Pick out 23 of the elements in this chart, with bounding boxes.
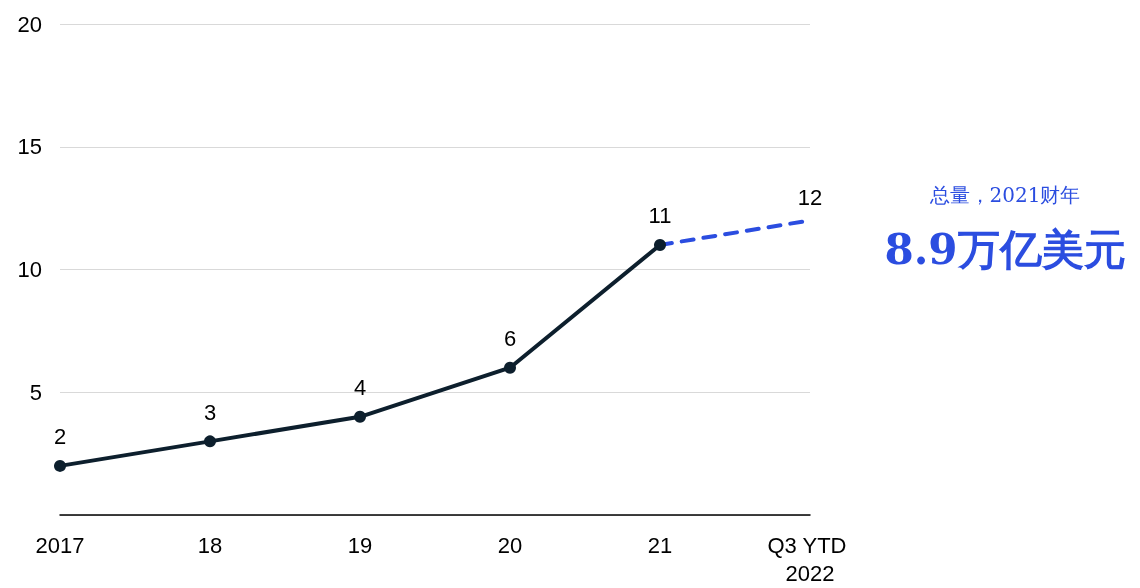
text: 8.9万亿美元 bbox=[884, 224, 1126, 274]
data-label: 12 bbox=[797, 184, 823, 210]
y-tick-label: 5 bbox=[29, 379, 42, 405]
data-label: 6 bbox=[503, 326, 517, 352]
x-tick-label: Q3 YTD 2022 bbox=[767, 532, 853, 586]
x-tick-label: 19 bbox=[347, 532, 373, 558]
y-tick-label: 20 bbox=[17, 11, 42, 37]
point bbox=[54, 459, 66, 472]
x-tick-label: 21 bbox=[647, 532, 673, 558]
x-tick-label: 18 bbox=[197, 532, 223, 558]
point bbox=[354, 410, 366, 423]
y-tick-label: 10 bbox=[17, 257, 42, 282]
data-label: 11 bbox=[648, 203, 672, 229]
point bbox=[654, 238, 666, 251]
data-label: 3 bbox=[203, 399, 217, 425]
y-tick-label: 15 bbox=[17, 134, 42, 160]
x-tick-label: 2017 bbox=[35, 532, 85, 558]
text: 总量，2021财年 bbox=[928, 183, 1081, 207]
data-label: 4 bbox=[353, 375, 367, 401]
point bbox=[204, 435, 216, 448]
point bbox=[504, 361, 516, 374]
x-tick-label: 20 bbox=[497, 532, 523, 558]
data-label: 2 bbox=[53, 424, 67, 450]
